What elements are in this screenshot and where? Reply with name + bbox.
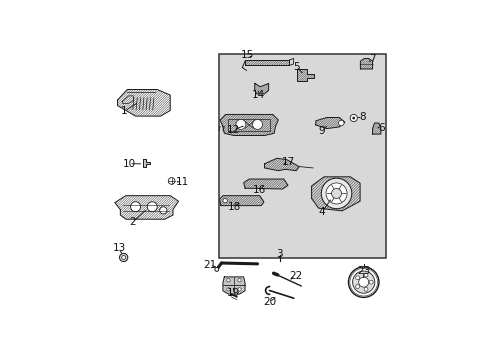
Circle shape bbox=[168, 177, 175, 184]
Circle shape bbox=[122, 256, 125, 260]
Circle shape bbox=[237, 279, 241, 282]
Circle shape bbox=[349, 114, 357, 122]
Text: 1: 1 bbox=[121, 106, 127, 116]
Circle shape bbox=[368, 280, 372, 284]
Text: 3: 3 bbox=[276, 249, 283, 259]
Circle shape bbox=[237, 288, 241, 291]
Circle shape bbox=[223, 198, 227, 203]
Text: 14: 14 bbox=[251, 90, 264, 100]
Text: 15: 15 bbox=[241, 50, 254, 60]
Circle shape bbox=[321, 178, 351, 209]
Circle shape bbox=[364, 287, 367, 291]
Text: 21: 21 bbox=[203, 260, 216, 270]
Circle shape bbox=[226, 288, 230, 291]
Circle shape bbox=[355, 276, 359, 280]
Text: 19: 19 bbox=[226, 288, 240, 298]
Text: 4: 4 bbox=[318, 207, 325, 217]
Circle shape bbox=[130, 202, 140, 212]
Text: 17: 17 bbox=[282, 157, 295, 167]
Circle shape bbox=[331, 188, 341, 198]
Text: 10: 10 bbox=[122, 159, 136, 169]
Circle shape bbox=[355, 285, 359, 288]
Text: 13: 13 bbox=[112, 243, 125, 253]
Text: 12: 12 bbox=[226, 125, 240, 135]
Text: 23: 23 bbox=[356, 266, 369, 275]
Circle shape bbox=[358, 277, 368, 287]
Bar bbox=[218, 54, 386, 258]
Circle shape bbox=[119, 253, 127, 262]
Text: 16: 16 bbox=[252, 185, 265, 195]
Text: 11: 11 bbox=[176, 177, 189, 187]
Circle shape bbox=[352, 271, 374, 293]
Circle shape bbox=[325, 183, 346, 204]
Circle shape bbox=[364, 273, 367, 277]
Text: 9: 9 bbox=[318, 126, 325, 136]
Text: 7: 7 bbox=[368, 54, 375, 64]
Circle shape bbox=[352, 117, 354, 120]
Text: 5: 5 bbox=[292, 62, 299, 72]
Circle shape bbox=[214, 267, 218, 271]
Circle shape bbox=[235, 120, 245, 129]
Text: 18: 18 bbox=[227, 202, 240, 212]
Circle shape bbox=[147, 202, 157, 212]
Text: 22: 22 bbox=[288, 271, 302, 281]
Text: 20: 20 bbox=[263, 297, 275, 307]
Circle shape bbox=[226, 279, 230, 282]
Text: 2: 2 bbox=[129, 217, 136, 227]
Text: 8: 8 bbox=[359, 112, 366, 122]
Circle shape bbox=[252, 120, 262, 129]
Circle shape bbox=[338, 120, 344, 126]
Circle shape bbox=[160, 207, 166, 214]
Circle shape bbox=[348, 267, 378, 297]
Text: 6: 6 bbox=[377, 123, 384, 133]
